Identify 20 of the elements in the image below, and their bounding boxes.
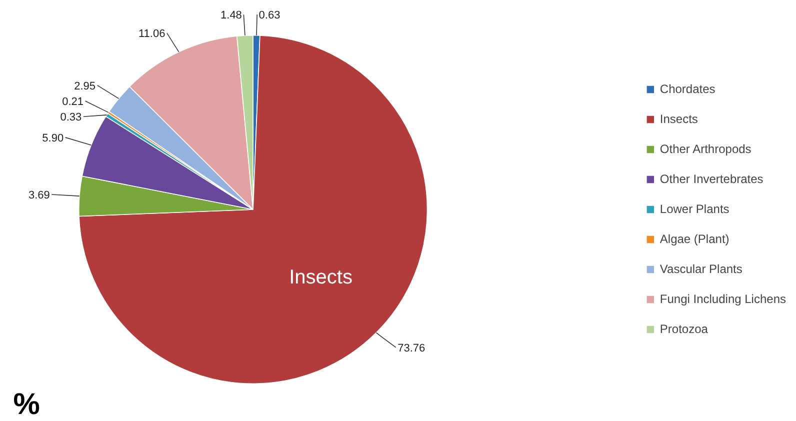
legend-label: Insects [660,112,698,126]
legend-label: Lower Plants [660,202,730,216]
legend-label: Other Arthropods [660,142,752,156]
data-label: 11.06 [138,28,166,40]
text: Insects [289,266,352,288]
legend-label: Protozoa [660,322,708,336]
legend-label: Chordates [660,82,716,96]
legend-label: Vascular Plants [660,262,742,276]
legend-label: Other Invertebrates [660,172,764,186]
data-label: 3.69 [28,189,50,202]
data-label: 0.63 [258,9,280,22]
legend-label: Algae (Plant) [660,232,730,246]
data-label: 2.95 [74,80,96,92]
text: % [13,388,40,421]
data-label: 0.21 [62,96,84,108]
data-label: 0.33 [60,112,82,124]
data-label: 5.90 [42,132,64,144]
legend-label: Fungi Including Lichens [660,292,786,306]
data-label: 1.48 [220,10,242,22]
data-label: 73.76 [398,342,426,354]
